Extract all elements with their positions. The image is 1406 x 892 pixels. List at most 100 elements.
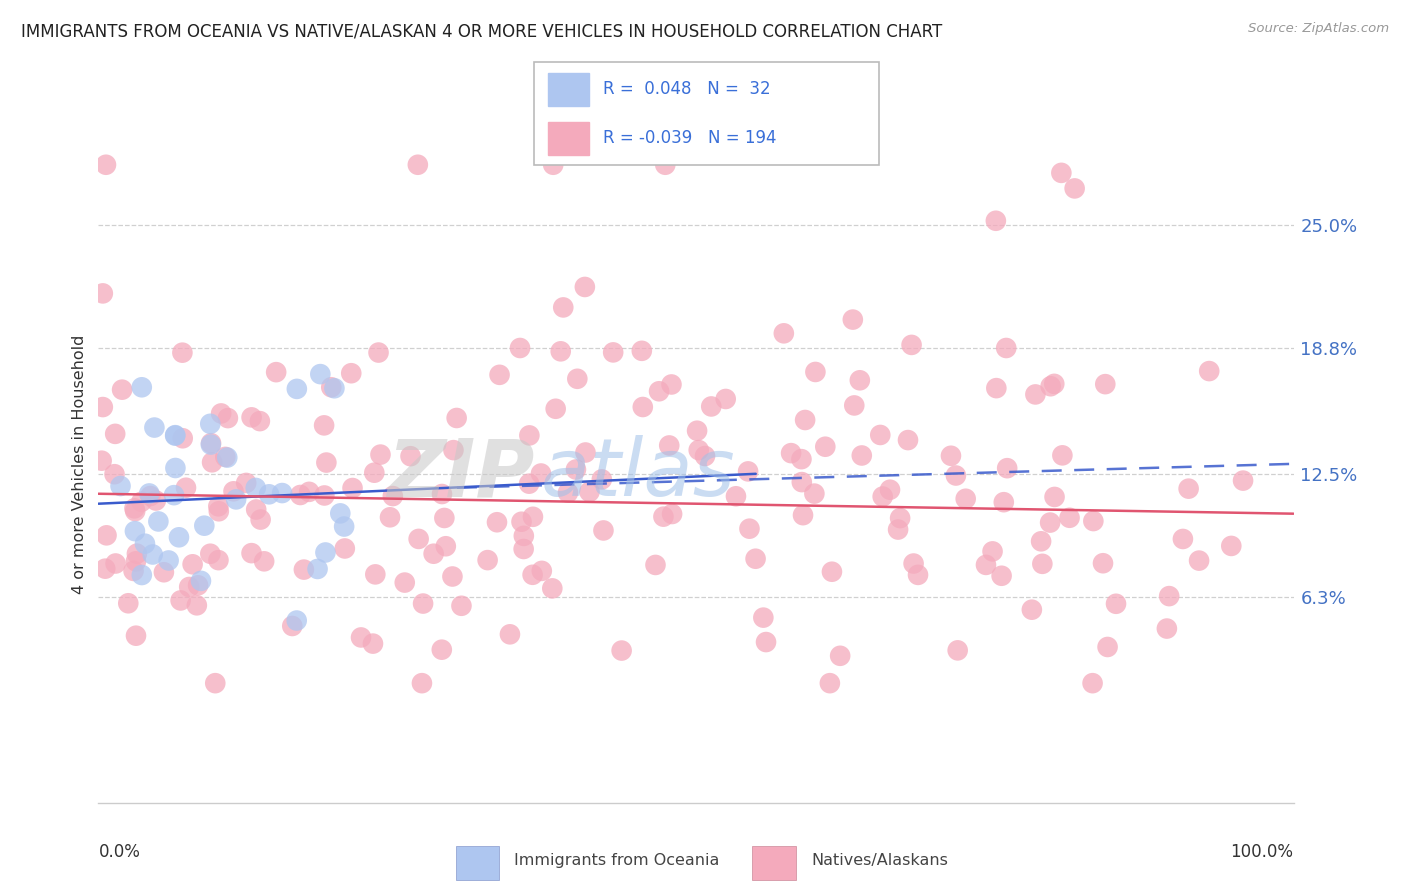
Point: [378, 510, 401, 524]
Point: [688, 443, 710, 458]
Point: [990, 568, 1012, 582]
Point: [309, 367, 332, 381]
Point: [1043, 490, 1066, 504]
Point: [181, 558, 204, 572]
Point: [430, 487, 453, 501]
Point: [1159, 589, 1181, 603]
Point: [565, 462, 588, 476]
Point: [134, 537, 156, 551]
Point: [509, 341, 531, 355]
Point: [165, 428, 187, 442]
Point: [153, 566, 176, 580]
Point: [610, 643, 633, 657]
Point: [422, 547, 444, 561]
Point: [138, 486, 160, 500]
Point: [1083, 514, 1105, 528]
Point: [1232, 474, 1254, 488]
Point: [249, 512, 271, 526]
Point: [986, 381, 1008, 395]
Point: [1043, 376, 1066, 391]
Point: [240, 546, 263, 560]
Point: [738, 522, 761, 536]
Point: [849, 373, 872, 387]
Text: atlas: atlas: [540, 435, 735, 513]
Point: [557, 485, 579, 500]
Text: Natives/Alaskans: Natives/Alaskans: [811, 854, 948, 868]
Point: [945, 468, 967, 483]
Point: [145, 493, 167, 508]
Point: [193, 518, 215, 533]
Point: [574, 445, 596, 459]
Point: [367, 345, 389, 359]
Point: [814, 440, 837, 454]
Point: [1052, 448, 1074, 462]
Point: [981, 544, 1004, 558]
Point: [512, 541, 534, 556]
Point: [165, 461, 187, 475]
Point: [340, 366, 363, 380]
Point: [661, 507, 683, 521]
Point: [249, 414, 271, 428]
Point: [1050, 166, 1073, 180]
Point: [974, 558, 997, 572]
Text: 0.0%: 0.0%: [98, 844, 141, 862]
Point: [844, 399, 866, 413]
Point: [169, 593, 191, 607]
Point: [298, 484, 321, 499]
Point: [737, 464, 759, 478]
Point: [567, 372, 589, 386]
Point: [1039, 379, 1062, 393]
Point: [207, 500, 229, 514]
Point: [946, 643, 969, 657]
Point: [879, 483, 901, 497]
Point: [889, 511, 911, 525]
Point: [488, 368, 510, 382]
Point: [851, 449, 873, 463]
Point: [333, 519, 356, 533]
Point: [790, 475, 813, 489]
Point: [772, 326, 794, 341]
Point: [124, 524, 146, 538]
Point: [661, 377, 683, 392]
Point: [200, 437, 222, 451]
Text: R =  0.048   N =  32: R = 0.048 N = 32: [603, 80, 770, 98]
Point: [654, 158, 676, 172]
Point: [477, 553, 499, 567]
Point: [1081, 676, 1104, 690]
Point: [780, 446, 803, 460]
Point: [522, 509, 544, 524]
Point: [897, 433, 920, 447]
Point: [111, 383, 134, 397]
Point: [1171, 532, 1194, 546]
FancyBboxPatch shape: [548, 73, 589, 105]
Point: [257, 487, 280, 501]
Point: [411, 676, 433, 690]
Point: [1031, 557, 1053, 571]
Point: [408, 532, 430, 546]
Point: [157, 553, 180, 567]
Point: [887, 523, 910, 537]
Point: [204, 676, 226, 690]
Point: [190, 574, 212, 588]
Point: [434, 539, 457, 553]
Point: [307, 562, 329, 576]
Point: [333, 541, 356, 556]
Point: [700, 400, 723, 414]
Point: [285, 614, 308, 628]
Point: [142, 548, 165, 562]
Point: [179, 580, 201, 594]
Point: [630, 343, 652, 358]
Point: [513, 529, 536, 543]
Point: [253, 554, 276, 568]
Point: [984, 213, 1007, 227]
Point: [235, 475, 257, 490]
Point: [342, 481, 364, 495]
Point: [803, 486, 825, 500]
Point: [794, 413, 817, 427]
Point: [591, 472, 613, 486]
Point: [818, 676, 841, 690]
Point: [412, 597, 434, 611]
Point: [517, 476, 540, 491]
Point: [755, 635, 778, 649]
Point: [271, 486, 294, 500]
